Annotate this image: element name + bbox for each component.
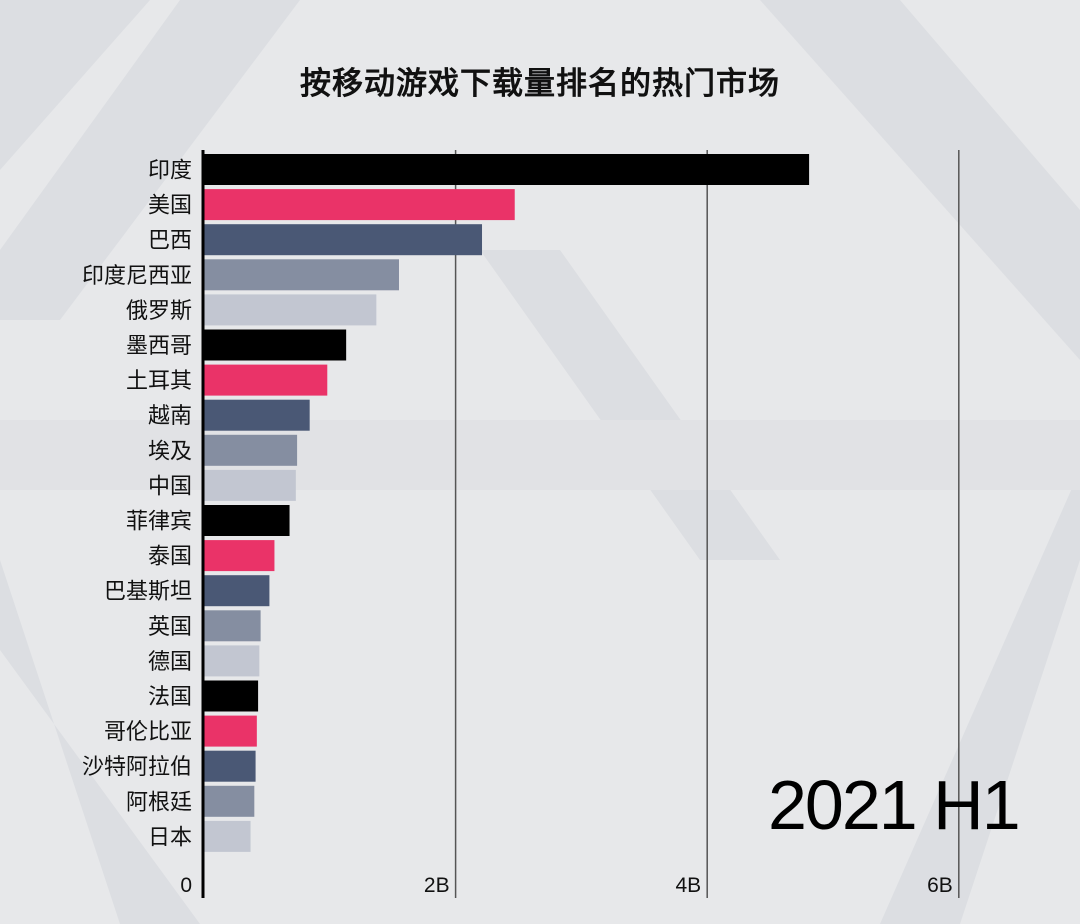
bar	[204, 399, 310, 431]
category-label: 印度	[148, 159, 192, 184]
bar	[204, 715, 257, 747]
bars	[204, 154, 810, 852]
bar	[204, 785, 255, 817]
bar	[204, 610, 261, 642]
bar	[204, 294, 377, 326]
bar	[204, 364, 328, 396]
bar	[204, 505, 290, 536]
x-tick-label: 0	[180, 874, 192, 897]
bar	[204, 645, 260, 677]
category-label: 中国	[148, 474, 192, 499]
category-label: 印度尼西亚	[82, 264, 192, 289]
category-label: 越南	[148, 404, 192, 429]
category-label: 土耳其	[126, 369, 192, 394]
bar	[204, 259, 399, 291]
bar	[204, 540, 275, 572]
x-tick-label: 4B	[676, 874, 702, 897]
category-label: 俄罗斯	[126, 299, 192, 324]
category-label: 沙特阿拉伯	[82, 755, 192, 780]
bar	[204, 434, 298, 466]
category-label: 日本	[148, 825, 192, 850]
bar	[204, 329, 347, 361]
bar	[204, 189, 515, 221]
period-label: 2021 H1	[768, 766, 1021, 844]
bar	[204, 154, 810, 185]
category-label: 巴西	[148, 229, 192, 254]
category-label: 阿根廷	[126, 790, 192, 815]
category-label: 巴基斯坦	[104, 580, 192, 605]
x-tick-label: 2B	[424, 874, 450, 897]
category-label: 哥伦比亚	[104, 720, 192, 745]
category-label: 墨西哥	[126, 334, 192, 359]
bar	[204, 750, 256, 782]
bar	[204, 820, 251, 852]
category-label: 泰国	[148, 545, 192, 570]
category-labels: 印度美国巴西印度尼西亚俄罗斯墨西哥土耳其越南埃及中国菲律宾泰国巴基斯坦英国德国法…	[82, 159, 192, 851]
category-label: 德国	[148, 650, 192, 675]
bar	[204, 469, 296, 501]
category-label: 菲律宾	[126, 510, 192, 535]
category-label: 美国	[148, 194, 192, 219]
category-label: 埃及	[148, 439, 192, 464]
category-label: 英国	[148, 615, 192, 640]
chart-title: 按移动游戏下载量排名的热门市场	[300, 66, 780, 102]
bar	[204, 224, 483, 256]
bar	[204, 575, 270, 607]
x-axis-ticks: 0 2B 4B 6B	[180, 874, 952, 897]
x-tick-label: 6B	[927, 874, 953, 897]
gridlines	[454, 150, 960, 898]
bar	[204, 680, 259, 712]
category-label: 法国	[148, 685, 192, 710]
